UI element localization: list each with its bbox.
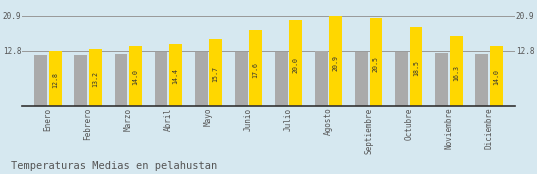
Bar bbox=[235, 52, 248, 106]
Bar bbox=[436, 53, 448, 106]
Bar bbox=[410, 27, 423, 106]
Bar bbox=[195, 52, 208, 106]
Bar bbox=[329, 16, 342, 106]
Bar bbox=[289, 20, 302, 106]
Text: 16.3: 16.3 bbox=[453, 65, 459, 81]
Bar bbox=[449, 36, 462, 106]
Text: 13.2: 13.2 bbox=[92, 71, 98, 87]
Bar bbox=[209, 39, 222, 106]
Bar bbox=[49, 51, 62, 106]
Bar bbox=[75, 55, 88, 106]
Bar bbox=[490, 46, 503, 106]
Bar bbox=[475, 54, 488, 106]
Bar bbox=[89, 49, 101, 106]
Text: 18.5: 18.5 bbox=[413, 60, 419, 76]
Bar bbox=[369, 18, 382, 106]
Bar bbox=[155, 52, 168, 106]
Text: 20.9: 20.9 bbox=[3, 12, 21, 21]
Text: 12.8: 12.8 bbox=[516, 47, 534, 56]
Bar bbox=[315, 51, 328, 106]
Text: 12.8: 12.8 bbox=[3, 47, 21, 56]
Text: Temperaturas Medias en pelahustan: Temperaturas Medias en pelahustan bbox=[11, 161, 217, 171]
Text: 14.4: 14.4 bbox=[172, 68, 178, 84]
Bar bbox=[355, 52, 368, 106]
Bar bbox=[34, 55, 47, 106]
Bar bbox=[395, 52, 408, 106]
Bar bbox=[129, 46, 142, 106]
Bar bbox=[275, 52, 288, 106]
Bar bbox=[114, 54, 127, 106]
Text: 14.0: 14.0 bbox=[133, 69, 139, 85]
Text: 20.9: 20.9 bbox=[333, 55, 339, 71]
Text: 20.9: 20.9 bbox=[516, 12, 534, 21]
Bar bbox=[169, 44, 182, 106]
Text: 17.6: 17.6 bbox=[253, 62, 259, 78]
Text: 20.0: 20.0 bbox=[293, 57, 299, 73]
Text: 12.8: 12.8 bbox=[52, 72, 58, 88]
Text: 15.7: 15.7 bbox=[213, 66, 219, 82]
Bar bbox=[249, 30, 262, 106]
Text: 14.0: 14.0 bbox=[493, 69, 499, 85]
Text: 20.5: 20.5 bbox=[373, 56, 379, 72]
